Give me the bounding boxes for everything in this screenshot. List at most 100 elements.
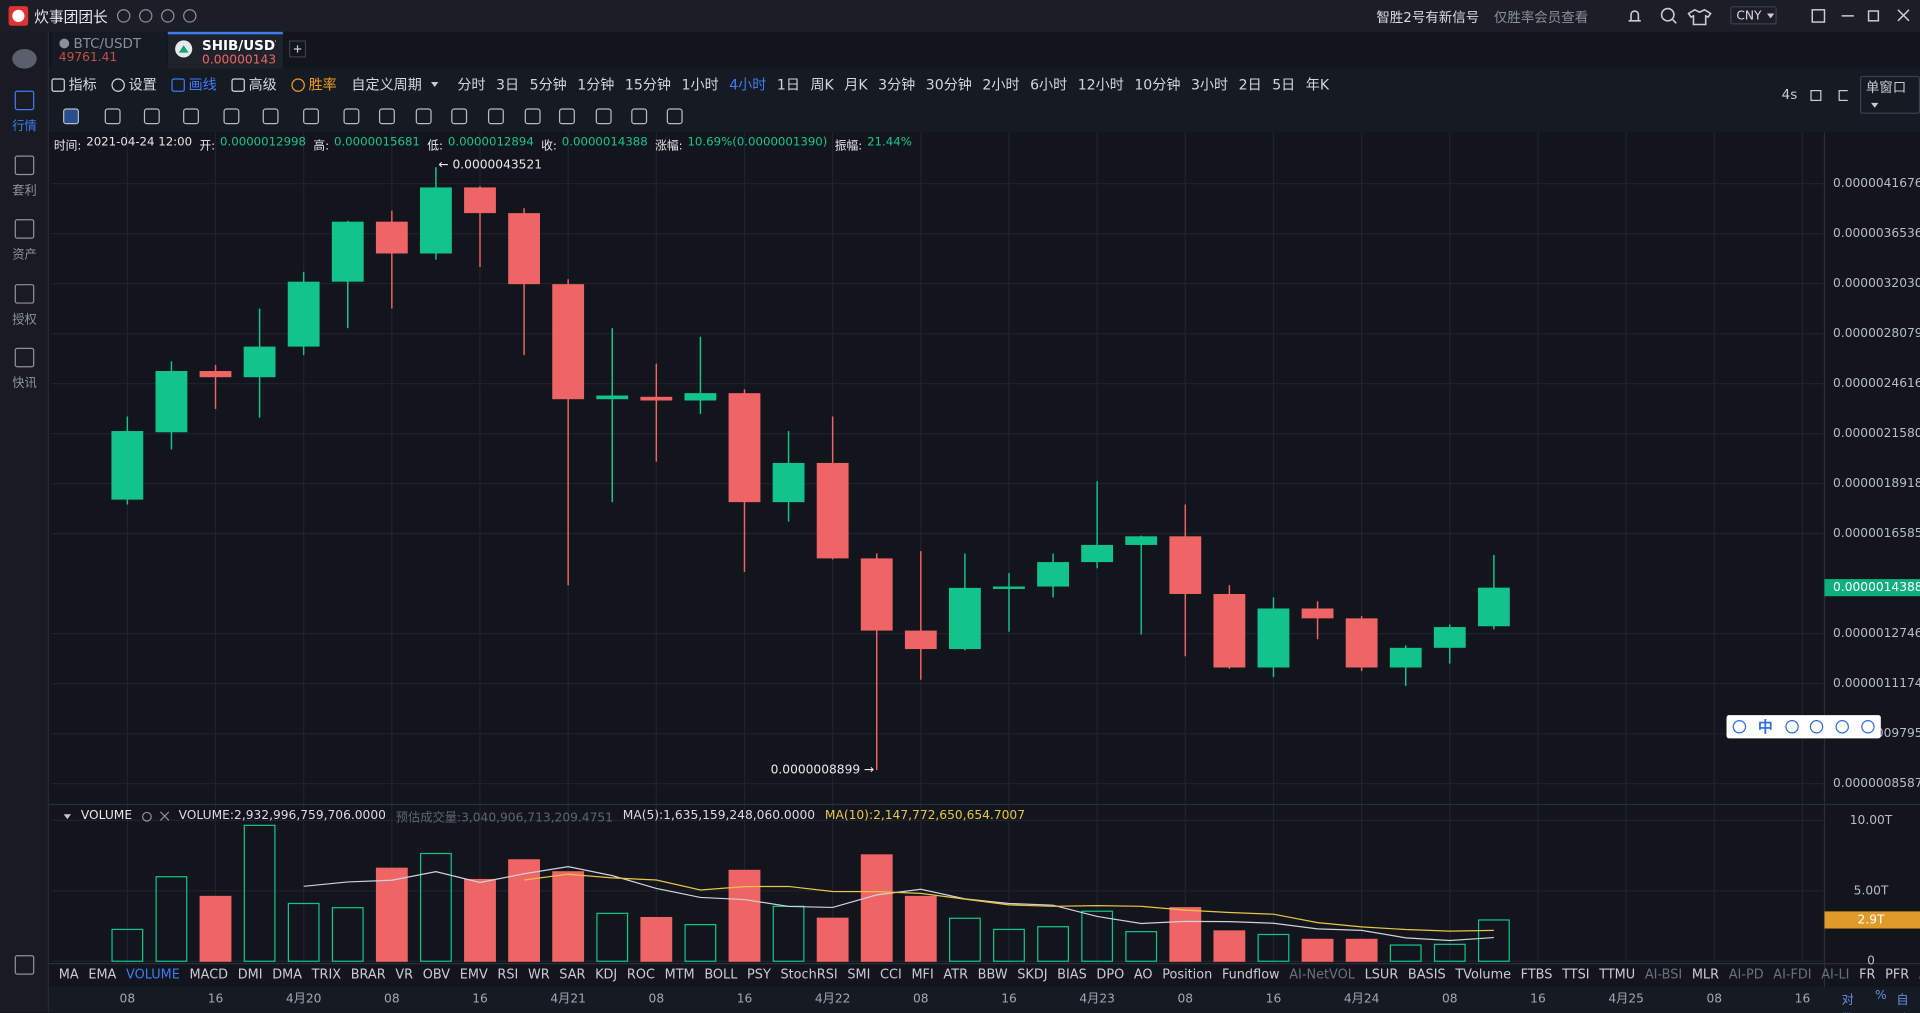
- period[interactable]: 2日: [1238, 75, 1262, 94]
- indicator-tab[interactable]: RSI: [497, 967, 519, 983]
- indicator-tab[interactable]: SMI: [847, 967, 871, 983]
- drawing-tool[interactable]: [223, 108, 240, 125]
- period[interactable]: 5分钟: [529, 75, 567, 94]
- period[interactable]: 月K: [844, 75, 868, 94]
- period[interactable]: 30分钟: [925, 75, 972, 94]
- indicator-tab[interactable]: FTBS: [1520, 967, 1553, 983]
- period[interactable]: 1小时: [681, 75, 719, 94]
- indicator-tab[interactable]: PFR: [1885, 967, 1910, 983]
- drawing-tool[interactable]: [303, 108, 319, 125]
- member-note[interactable]: 仅胜率会员查看: [1493, 9, 1589, 26]
- drawing-tool[interactable]: [143, 108, 160, 125]
- custom-period[interactable]: 自定义周期: [351, 75, 438, 95]
- period[interactable]: 1日: [776, 75, 800, 94]
- indicator-tab[interactable]: CCI: [880, 967, 902, 983]
- indicator-tab[interactable]: MA: [58, 967, 79, 983]
- indicator-tab[interactable]: LSUR: [1364, 967, 1399, 983]
- drawing-tool[interactable]: [558, 108, 575, 125]
- floating-toolbar[interactable]: 中: [1726, 715, 1881, 739]
- sidebar-item[interactable]: 快讯: [0, 347, 49, 391]
- scale-mode[interactable]: %: [1874, 989, 1887, 1003]
- indicator-tab[interactable]: DMI: [237, 967, 263, 983]
- period[interactable]: 3分钟: [878, 75, 916, 94]
- indicator-tab[interactable]: MLR: [1691, 967, 1720, 983]
- sidebar-item[interactable]: [0, 955, 49, 979]
- indicator-tab[interactable]: KDJ: [595, 967, 618, 983]
- period[interactable]: 2小时: [982, 75, 1020, 94]
- indicator-tab[interactable]: AI-BST: [1919, 967, 1920, 982]
- period[interactable]: 12小时: [1077, 75, 1124, 94]
- view-icons[interactable]: [1809, 89, 1848, 101]
- sidebar-item[interactable]: 授权: [0, 283, 49, 326]
- tool[interactable]: 指标: [51, 75, 97, 95]
- indicator-tab[interactable]: MTM: [664, 967, 695, 983]
- add-tab[interactable]: [288, 40, 307, 58]
- indicator-tab[interactable]: AI-NetVOL: [1289, 967, 1355, 983]
- indicator-tab[interactable]: TTMU: [1599, 967, 1636, 983]
- indicator-tab[interactable]: BASIS: [1407, 967, 1446, 983]
- indicator-tab[interactable]: TTSI: [1562, 967, 1590, 983]
- indicator-tab[interactable]: TRIX: [311, 967, 342, 983]
- tool[interactable]: 设置: [111, 75, 157, 95]
- indicator-tab[interactable]: FR: [1859, 967, 1876, 983]
- period[interactable]: 1分钟: [577, 75, 615, 94]
- indicator-tab[interactable]: AI-PD: [1728, 967, 1764, 983]
- indicator-tab[interactable]: TVolume: [1455, 967, 1512, 983]
- indicator-tab[interactable]: VR: [395, 967, 414, 983]
- scale-mode[interactable]: 对数: [1841, 994, 1854, 1008]
- indicator-tab[interactable]: SAR: [559, 967, 586, 983]
- drawing-tool[interactable]: [666, 108, 683, 125]
- period[interactable]: 10分钟: [1134, 75, 1181, 94]
- drawing-tool[interactable]: [343, 108, 360, 125]
- sidebar-item[interactable]: 行情: [0, 90, 49, 133]
- indicator-tab[interactable]: MFI: [911, 967, 934, 983]
- tab[interactable]: BTC/USDT 49761.41: [51, 31, 167, 69]
- drawing-tool[interactable]: [262, 108, 279, 125]
- window-controls[interactable]: [1795, 6, 1917, 26]
- indicator-tab[interactable]: SKDJ: [1017, 967, 1048, 983]
- tool[interactable]: 胜率: [291, 75, 337, 95]
- period[interactable]: 分时: [457, 75, 486, 94]
- period[interactable]: 4小时: [729, 75, 767, 94]
- indicator-tab[interactable]: VOLUME: [126, 967, 180, 983]
- tool[interactable]: 画线: [171, 75, 217, 95]
- indicator-tab[interactable]: BIAS: [1057, 967, 1087, 983]
- indicator-tab[interactable]: PSY: [747, 967, 771, 983]
- indicator-tab[interactable]: OBV: [422, 967, 451, 983]
- indicator-tab[interactable]: Fundflow: [1221, 967, 1280, 983]
- drawing-tool[interactable]: [631, 108, 648, 125]
- period[interactable]: 3小时: [1190, 75, 1229, 94]
- indicator-tab[interactable]: AI-LI: [1821, 967, 1850, 983]
- indicator-tab[interactable]: BOLL: [704, 967, 738, 983]
- scale-mode[interactable]: 自动: [1896, 994, 1909, 1008]
- indicator-tab[interactable]: BRAR: [350, 967, 386, 983]
- drawing-tool[interactable]: [487, 108, 504, 125]
- period[interactable]: 15分钟: [624, 75, 672, 94]
- drawing-tool[interactable]: [415, 108, 432, 125]
- drawing-tool[interactable]: [104, 108, 121, 125]
- drawing-tool[interactable]: [378, 108, 395, 125]
- indicator-tab[interactable]: DMA: [272, 967, 302, 983]
- drawing-tool[interactable]: [524, 108, 541, 125]
- sidebar-item[interactable]: 资产: [0, 219, 49, 262]
- indicator-tab[interactable]: DPO: [1096, 967, 1125, 983]
- indicator-tab[interactable]: ROC: [626, 967, 655, 983]
- indicator-tab[interactable]: EMA: [88, 967, 117, 983]
- period[interactable]: 6小时: [1030, 75, 1068, 94]
- tab-active[interactable]: SHIB/USDT 0.0000014388: [167, 31, 283, 69]
- signal-notice[interactable]: 智胜2号有新信号: [1376, 9, 1480, 26]
- tool[interactable]: 高级: [231, 75, 277, 95]
- indicator-tab[interactable]: AI-BSI: [1644, 967, 1683, 983]
- indicator-tab[interactable]: ATR: [943, 967, 968, 983]
- indicator-tab[interactable]: AO: [1133, 967, 1153, 983]
- header-icons[interactable]: [1624, 6, 1716, 26]
- period[interactable]: 周K: [810, 75, 834, 94]
- currency-select[interactable]: CNY: [1730, 6, 1777, 25]
- drawing-tool[interactable]: [595, 108, 612, 125]
- indicator-controls[interactable]: [141, 810, 169, 822]
- indicator-tab[interactable]: Position: [1162, 967, 1213, 983]
- indicator-tab[interactable]: BBW: [977, 967, 1008, 983]
- drawing-tool[interactable]: [451, 108, 468, 125]
- indicator-tab[interactable]: MACD: [189, 967, 229, 983]
- period[interactable]: 年K: [1305, 75, 1330, 94]
